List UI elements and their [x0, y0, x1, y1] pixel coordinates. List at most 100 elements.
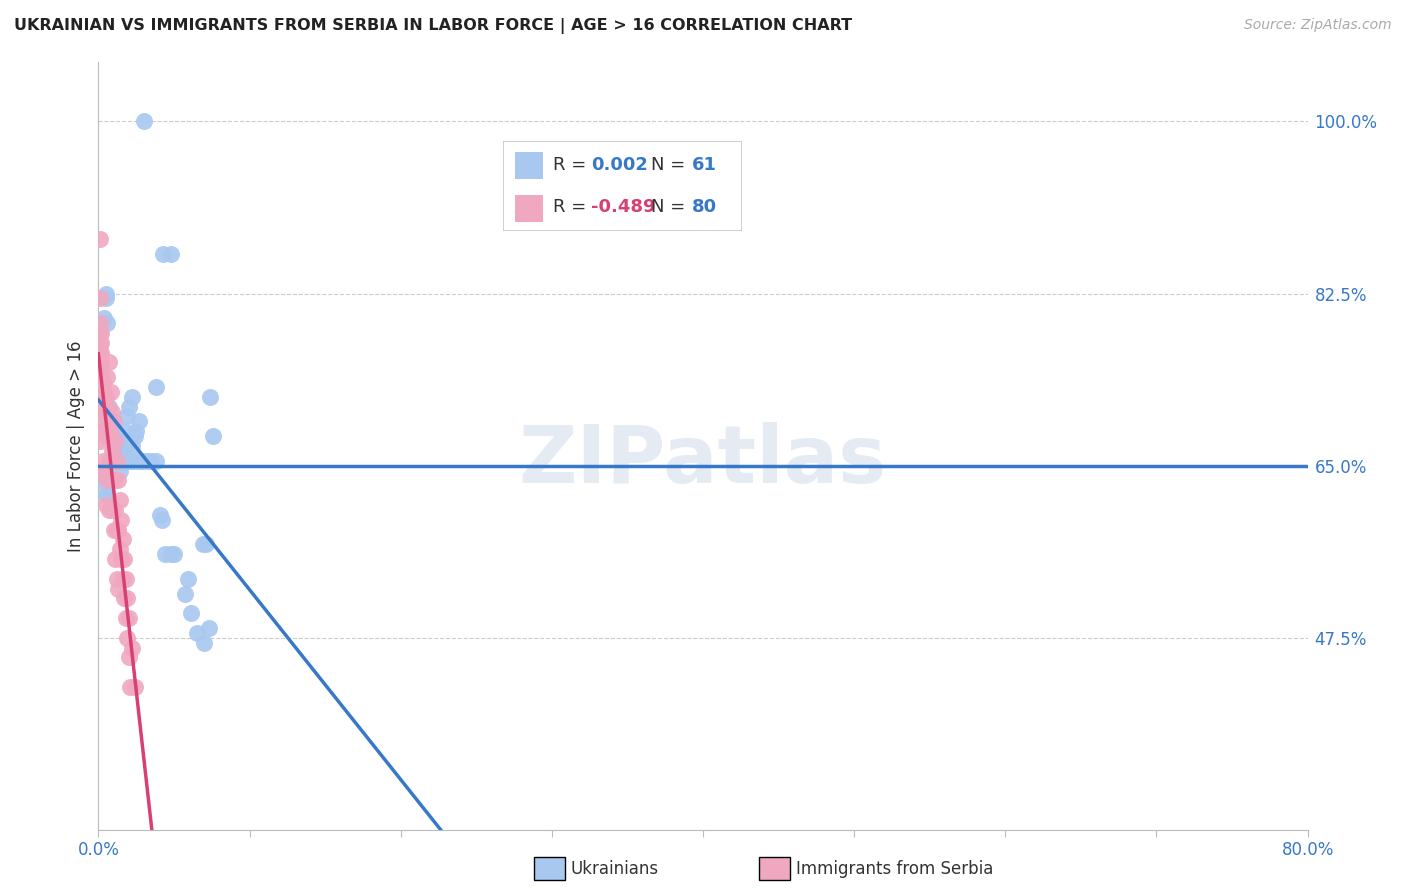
Point: [89, 326, 111, 340]
Point: [180, 606, 202, 620]
Point: [94, 404, 117, 418]
Point: [107, 434, 129, 448]
Point: [153, 547, 176, 561]
Point: [90, 375, 112, 389]
Point: [107, 474, 129, 488]
Text: R =: R =: [553, 156, 586, 175]
Point: [93, 311, 115, 326]
Point: [105, 439, 128, 453]
Point: [90, 345, 112, 359]
Point: [112, 424, 135, 438]
Text: 0.002: 0.002: [592, 156, 648, 175]
Point: [89, 414, 111, 428]
Point: [90, 365, 112, 379]
Point: [110, 513, 132, 527]
Point: [103, 523, 125, 537]
Point: [94, 478, 117, 492]
Point: [98, 355, 121, 369]
Point: [111, 533, 134, 547]
Point: [96, 429, 118, 443]
Text: -0.489: -0.489: [592, 197, 655, 216]
Point: [121, 640, 143, 655]
Point: [103, 454, 125, 468]
Point: [96, 370, 118, 384]
Point: [104, 449, 127, 463]
Point: [129, 454, 152, 468]
Point: [91, 384, 114, 399]
Point: [91, 404, 114, 418]
Point: [103, 434, 125, 448]
Point: [89, 345, 111, 359]
Point: [111, 572, 134, 586]
Point: [135, 454, 157, 468]
Point: [104, 434, 127, 448]
Point: [160, 547, 183, 561]
Point: [91, 375, 114, 389]
Point: [125, 424, 148, 438]
Point: [149, 508, 172, 522]
Text: 61: 61: [692, 156, 717, 175]
Point: [103, 414, 125, 428]
Point: [115, 591, 138, 606]
Point: [114, 439, 136, 453]
Point: [105, 572, 128, 586]
Point: [96, 400, 118, 414]
Point: [121, 439, 143, 453]
Point: [93, 424, 115, 438]
Point: [98, 400, 121, 414]
Point: [193, 636, 215, 650]
Point: [90, 355, 112, 369]
Point: [96, 488, 118, 502]
Point: [105, 454, 128, 468]
Point: [108, 542, 131, 557]
Point: [90, 335, 112, 350]
Point: [145, 380, 167, 394]
Point: [100, 454, 122, 468]
Point: [141, 454, 163, 468]
Point: [118, 650, 141, 665]
Point: [105, 454, 128, 468]
Point: [90, 394, 112, 409]
Point: [98, 474, 121, 488]
Point: [101, 454, 124, 468]
Point: [89, 394, 111, 409]
Point: [127, 454, 149, 468]
Point: [90, 326, 112, 340]
Y-axis label: In Labor Force | Age > 16: In Labor Force | Age > 16: [66, 340, 84, 552]
Point: [100, 384, 122, 399]
Text: Source: ZipAtlas.com: Source: ZipAtlas.com: [1244, 18, 1392, 32]
Point: [89, 232, 111, 246]
Text: Ukrainians: Ukrainians: [571, 860, 659, 878]
Point: [91, 424, 114, 438]
Point: [120, 454, 142, 468]
Point: [160, 247, 183, 261]
Point: [90, 414, 112, 428]
Point: [89, 384, 111, 399]
Text: 80: 80: [692, 197, 717, 216]
Point: [114, 611, 136, 625]
Point: [101, 424, 124, 438]
Point: [94, 429, 117, 443]
Text: UKRAINIAN VS IMMIGRANTS FROM SERBIA IN LABOR FORCE | AGE > 16 CORRELATION CHART: UKRAINIAN VS IMMIGRANTS FROM SERBIA IN L…: [14, 18, 852, 34]
Point: [163, 547, 186, 561]
Point: [101, 404, 124, 418]
Point: [104, 552, 127, 566]
Point: [197, 621, 219, 635]
Point: [98, 454, 121, 468]
Point: [96, 474, 118, 488]
Point: [108, 464, 131, 478]
Point: [132, 114, 155, 128]
Point: [202, 429, 225, 443]
Point: [89, 355, 111, 369]
Point: [89, 464, 111, 478]
Text: R =: R =: [553, 197, 586, 216]
Point: [191, 537, 214, 551]
Point: [90, 384, 112, 399]
Point: [124, 429, 146, 443]
Point: [115, 409, 138, 424]
Point: [89, 365, 111, 379]
Point: [101, 444, 124, 458]
Point: [96, 316, 118, 330]
Point: [108, 493, 131, 508]
Point: [194, 537, 217, 551]
